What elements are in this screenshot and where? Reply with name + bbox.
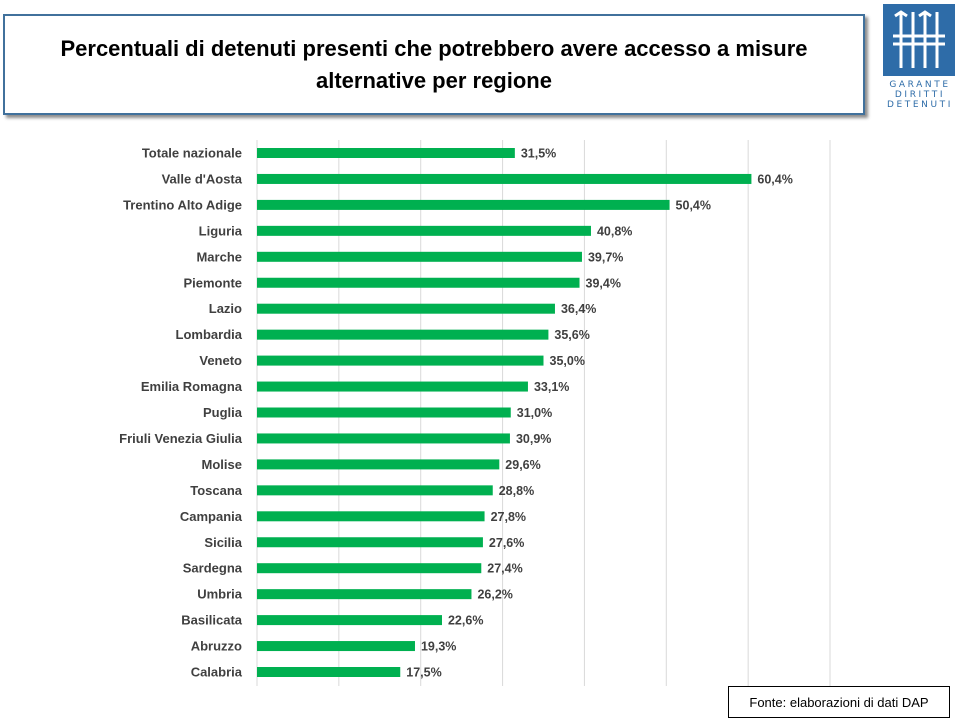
category-label: Totale nazionale xyxy=(142,146,242,161)
bar-chart: Totale nazionale 31,5% Valle d'Aosta 60,4% T… xyxy=(119,140,831,686)
category-label: Trentino Alto Adige xyxy=(123,197,242,212)
bar xyxy=(257,615,442,626)
bar xyxy=(257,485,493,496)
bar xyxy=(257,329,549,340)
source-note: Fonte: elaborazioni di dati DAP xyxy=(749,694,929,710)
data-label: 39,7% xyxy=(588,250,623,264)
category-label: Liguria xyxy=(199,223,243,238)
category-label: Molise xyxy=(202,457,242,472)
bar xyxy=(257,225,591,236)
category-label: Abruzzo xyxy=(191,639,242,654)
bar xyxy=(257,641,415,652)
logo-text-garante: GARANTE xyxy=(889,80,951,90)
data-label: 50,4% xyxy=(676,198,711,212)
data-label: 26,2% xyxy=(477,588,512,602)
data-label: 22,6% xyxy=(448,614,483,628)
category-label: Marche xyxy=(196,249,242,264)
data-label: 29,6% xyxy=(505,458,540,472)
category-label: Calabria xyxy=(191,665,243,680)
bar xyxy=(257,511,485,522)
logo-emblem-graphic xyxy=(893,10,945,68)
data-label: 35,0% xyxy=(550,354,585,368)
logo-emblem xyxy=(883,4,955,76)
category-label: Toscana xyxy=(190,483,243,498)
bar xyxy=(257,589,472,600)
data-label: 27,8% xyxy=(491,510,526,524)
data-label: 28,8% xyxy=(499,484,534,498)
data-label: 19,3% xyxy=(421,640,456,654)
bar xyxy=(257,459,500,470)
data-label: 35,6% xyxy=(554,328,589,342)
logo-text-detenuti: DETENUTI xyxy=(886,100,954,110)
category-label: Umbria xyxy=(197,587,243,602)
category-label: Piemonte xyxy=(183,275,242,290)
bar xyxy=(257,381,528,392)
bar xyxy=(257,667,401,677)
data-label: 31,0% xyxy=(517,406,552,420)
category-label: Sardegna xyxy=(183,561,243,576)
category-label: Valle d'Aosta xyxy=(162,171,243,186)
category-label: Basilicata xyxy=(181,613,242,628)
data-label: 27,6% xyxy=(489,536,524,550)
bar xyxy=(257,355,544,366)
data-label: 60,4% xyxy=(757,172,792,186)
chart-title-box: Percentuali di detenuti presenti che pot… xyxy=(3,14,865,115)
data-label: 33,1% xyxy=(534,380,569,394)
data-label: 40,8% xyxy=(597,224,632,238)
category-label: Veneto xyxy=(199,353,242,368)
bar xyxy=(257,537,483,548)
bar xyxy=(257,251,582,262)
bar xyxy=(257,563,482,574)
bar xyxy=(257,303,555,314)
category-label: Campania xyxy=(180,509,243,524)
data-label: 39,4% xyxy=(586,276,621,290)
bar xyxy=(257,173,752,184)
chart-title: Percentuali di detenuti presenti che pot… xyxy=(60,35,808,93)
source-box: Fonte: elaborazioni di dati DAP xyxy=(728,686,950,718)
data-label: 30,9% xyxy=(516,432,551,446)
garante-logo: GARANTE DIRITTI DETENUTI xyxy=(880,2,958,112)
category-label: Puglia xyxy=(203,405,243,420)
category-label: Lazio xyxy=(209,301,242,316)
category-label: Lombardia xyxy=(176,327,243,342)
category-label: Emilia Romagna xyxy=(141,379,243,394)
data-label: 27,4% xyxy=(487,562,522,576)
category-label: Sicilia xyxy=(204,535,242,550)
bar xyxy=(257,199,670,210)
category-label: Friuli Venezia Giulia xyxy=(119,431,243,446)
bar xyxy=(257,407,511,418)
data-label: 31,5% xyxy=(521,147,556,161)
data-label: 36,4% xyxy=(561,302,596,316)
bar xyxy=(257,148,515,158)
bar xyxy=(257,277,580,288)
logo-text-diritti: DIRITTI xyxy=(894,90,946,100)
data-label: 17,5% xyxy=(406,666,441,680)
bar xyxy=(257,433,510,444)
